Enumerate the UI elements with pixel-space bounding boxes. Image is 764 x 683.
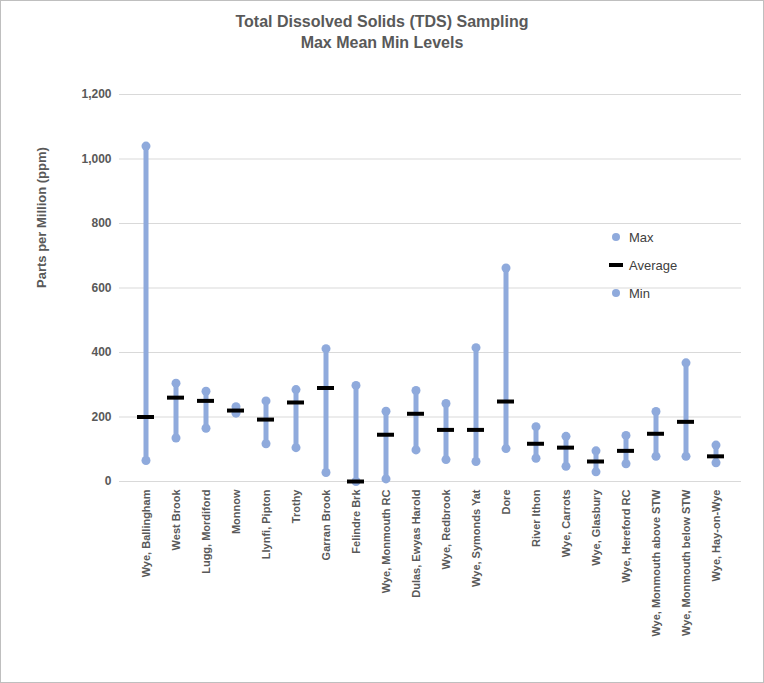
html-text:Average: Average (629, 257, 678, 273)
svg-text:Garran Brook: Garran Brook (320, 489, 332, 561)
svg-text:0: 0 (105, 474, 112, 488)
svg-text:Wye, Hay-on-Wye: Wye, Hay-on-Wye (710, 490, 722, 582)
svg-text:Wye, Monmouth above STW: Wye, Monmouth above STW (650, 489, 662, 637)
svg-text:600: 600 (91, 281, 111, 295)
svg-text:400: 400 (91, 345, 111, 359)
svg-text:Felindre Brk: Felindre Brk (350, 489, 362, 554)
svg-text:Trothy: Trothy (290, 489, 302, 523)
svg-text:Dulas, Ewyas Harold: Dulas, Ewyas Harold (410, 490, 422, 598)
svg-text:Lugg, Mordiford: Lugg, Mordiford (200, 490, 212, 574)
svg-text:Wye, Monmouth RC: Wye, Monmouth RC (380, 489, 392, 593)
svg-text:River Ithon: River Ithon (530, 489, 542, 547)
html-text:Max Mean Min Levels: Max Mean Min Levels (300, 34, 464, 51)
svg-text:1,000: 1,000 (81, 152, 111, 166)
svg-text:Monnow: Monnow (230, 489, 242, 534)
svg-text:Wye, Redbrook: Wye, Redbrook (440, 489, 452, 570)
svg-text:Dore: Dore (500, 490, 512, 515)
svg-text:1,200: 1,200 (81, 87, 111, 101)
svg-text:Wye, Hereford RC: Wye, Hereford RC (620, 489, 632, 582)
svg-text:Wye, Monmouth below STW: Wye, Monmouth below STW (680, 489, 692, 636)
svg-text:Llynfi, Pipton: Llynfi, Pipton (260, 489, 272, 559)
svg-text:Wye, Symonds Yat: Wye, Symonds Yat (470, 489, 482, 587)
svg-text:800: 800 (91, 216, 111, 230)
html-text:Total Dissolved Solids (TDS) S: Total Dissolved Solids (TDS) Sampling (235, 13, 529, 30)
html-text:Min: Min (629, 285, 650, 301)
svg-text:200: 200 (91, 410, 111, 424)
svg-text:Wye, Ballingham: Wye, Ballingham (140, 489, 152, 577)
svg-text:Wye, Carrots: Wye, Carrots (560, 490, 572, 558)
svg-text:Wye, Glasbury: Wye, Glasbury (590, 489, 602, 566)
html-text:Max: Max (629, 229, 654, 245)
svg-text:West Brook: West Brook (170, 489, 182, 551)
svg-text:Parts per Million (ppm): Parts per Million (ppm) (34, 147, 49, 288)
